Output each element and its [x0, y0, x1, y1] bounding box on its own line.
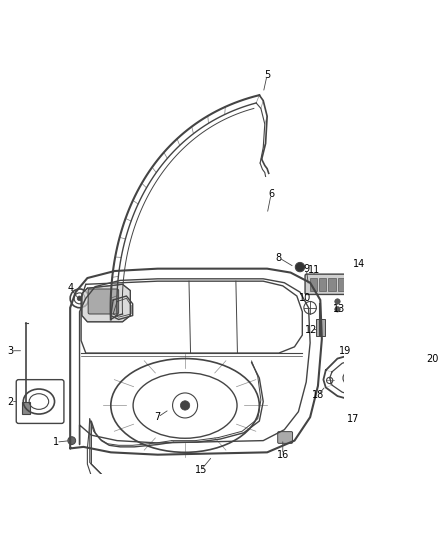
FancyBboxPatch shape [88, 289, 119, 314]
Circle shape [68, 437, 76, 445]
FancyBboxPatch shape [353, 274, 388, 301]
Bar [338, 278, 345, 290]
FancyBboxPatch shape [316, 319, 325, 336]
Bar [22, 401, 30, 414]
Text: 6: 6 [268, 189, 274, 199]
FancyBboxPatch shape [278, 432, 293, 443]
Text: 3: 3 [8, 346, 14, 356]
Text: 11: 11 [308, 265, 320, 275]
Text: 15: 15 [194, 465, 207, 475]
Text: 19: 19 [339, 346, 351, 356]
Text: 2: 2 [7, 397, 14, 407]
Text: 12: 12 [305, 325, 317, 335]
Ellipse shape [343, 362, 421, 394]
Text: 18: 18 [312, 390, 324, 400]
Text: 16: 16 [277, 450, 289, 459]
Circle shape [306, 282, 314, 290]
Circle shape [295, 262, 305, 272]
Circle shape [335, 299, 340, 304]
Bar [310, 278, 317, 290]
Text: 1: 1 [53, 437, 59, 447]
Bar [319, 278, 326, 290]
Text: 14: 14 [353, 259, 365, 269]
Text: 7: 7 [155, 412, 161, 422]
Circle shape [350, 364, 356, 369]
Text: 20: 20 [427, 353, 438, 364]
Text: 4: 4 [67, 283, 73, 293]
Circle shape [77, 296, 82, 301]
Text: 10: 10 [299, 293, 311, 303]
Text: 5: 5 [264, 70, 270, 80]
Text: 17: 17 [347, 414, 359, 424]
Text: 8: 8 [276, 253, 282, 263]
Text: 13: 13 [333, 304, 345, 314]
Circle shape [335, 306, 340, 312]
Bar [328, 278, 336, 290]
Circle shape [180, 401, 190, 410]
Text: 9: 9 [303, 264, 309, 273]
Polygon shape [82, 284, 131, 322]
FancyBboxPatch shape [75, 487, 91, 498]
FancyBboxPatch shape [305, 274, 351, 294]
